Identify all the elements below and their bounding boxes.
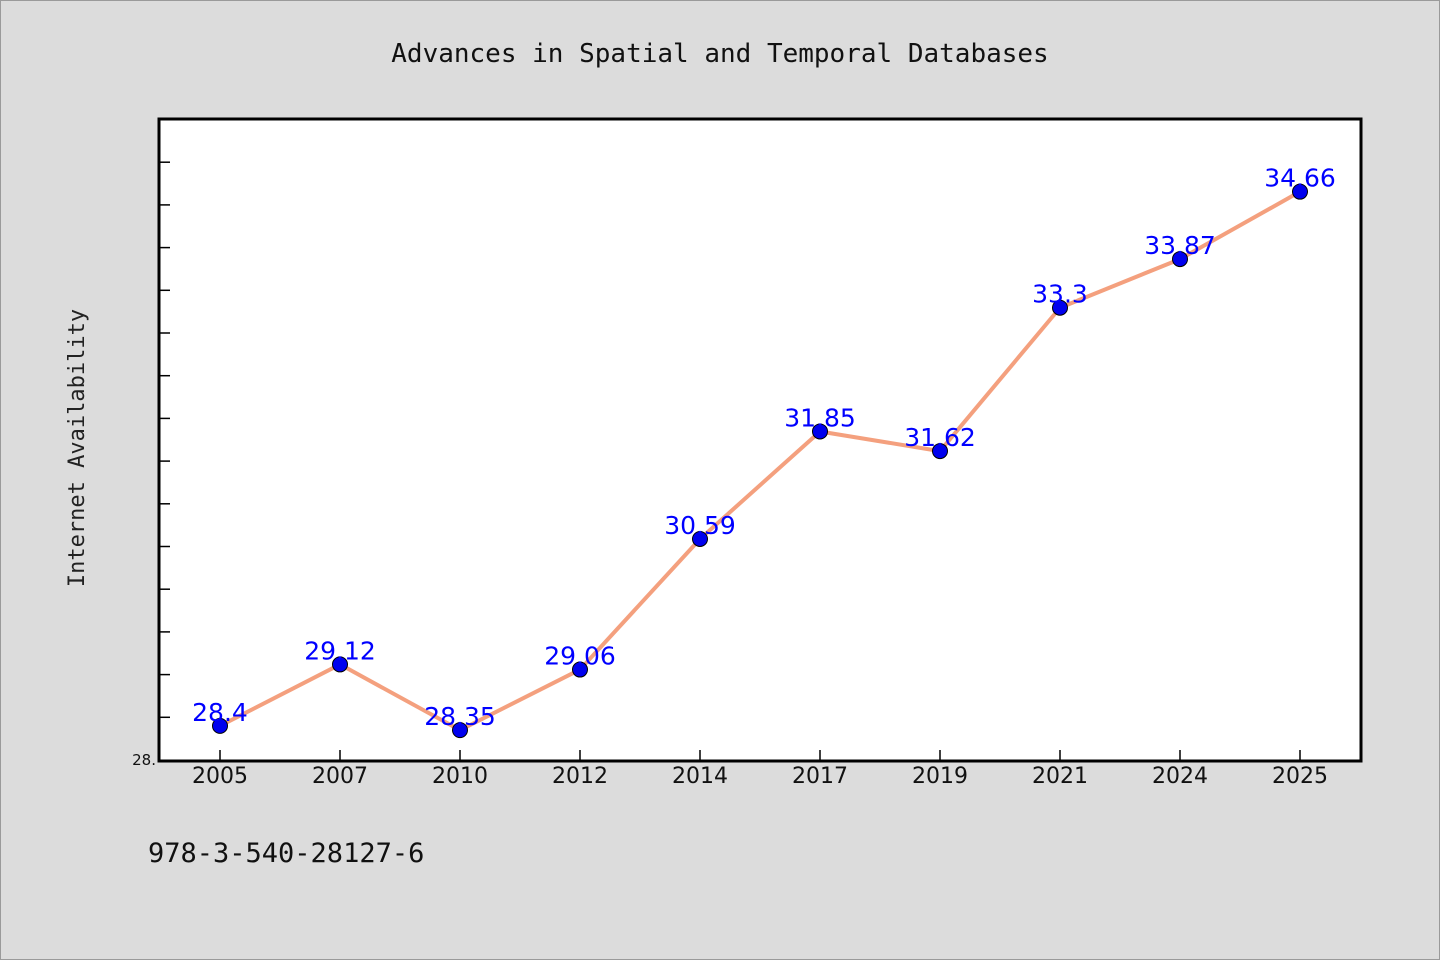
x-tick-label: 2019 xyxy=(912,764,968,789)
data-point xyxy=(212,717,228,734)
x-tick-label: 2024 xyxy=(1152,764,1208,789)
data-label: 31.85 xyxy=(784,403,856,432)
x-tick-label: 2012 xyxy=(552,764,608,789)
x-tick-label: 2014 xyxy=(672,764,728,789)
data-label: 34.66 xyxy=(1264,164,1336,193)
isbn-footer: 978-3-540-28127-6 xyxy=(148,838,424,869)
data-label: 31.62 xyxy=(904,423,976,452)
x-tick-label: 2021 xyxy=(1032,764,1088,789)
data-point xyxy=(1292,183,1308,200)
data-label: 33.3 xyxy=(1032,280,1088,309)
x-tick-label: 2010 xyxy=(432,764,488,789)
y-axis-ticks: 28. xyxy=(132,161,170,769)
y-tick-label: 28. xyxy=(132,751,156,769)
chart-title: Advances in Spatial and Temporal Databas… xyxy=(391,39,1048,69)
data-point xyxy=(812,423,828,440)
data-point xyxy=(452,722,468,739)
data-point xyxy=(1052,299,1068,316)
series-line xyxy=(218,189,1302,733)
y-axis-label: Internet Availability xyxy=(65,309,90,587)
data-label: 28.35 xyxy=(424,702,496,731)
data-point xyxy=(932,443,948,460)
data-label: 30.59 xyxy=(664,511,736,540)
data-point xyxy=(332,656,348,673)
data-label: 28.4 xyxy=(192,698,248,727)
x-tick-label: 2007 xyxy=(312,764,368,789)
x-tick-label: 2005 xyxy=(192,764,248,789)
data-point xyxy=(1172,251,1188,268)
data-label: 33.87 xyxy=(1144,231,1216,260)
series-layer: 28.4 29.12 28.35 29.06 30.59 31.85 31.62 33.3 33… xyxy=(192,164,1336,739)
data-point xyxy=(692,530,708,547)
x-axis-ticks: 2005 2007 2010 2012 2014 2017 2019 2021 2024 2025 xyxy=(192,750,1328,789)
data-label: 29.06 xyxy=(544,642,616,671)
plot-area xyxy=(157,117,1363,763)
data-label: 29.12 xyxy=(304,636,376,665)
x-tick-label: 2017 xyxy=(792,764,848,789)
x-tick-label: 2025 xyxy=(1272,764,1328,789)
data-point xyxy=(572,661,588,678)
